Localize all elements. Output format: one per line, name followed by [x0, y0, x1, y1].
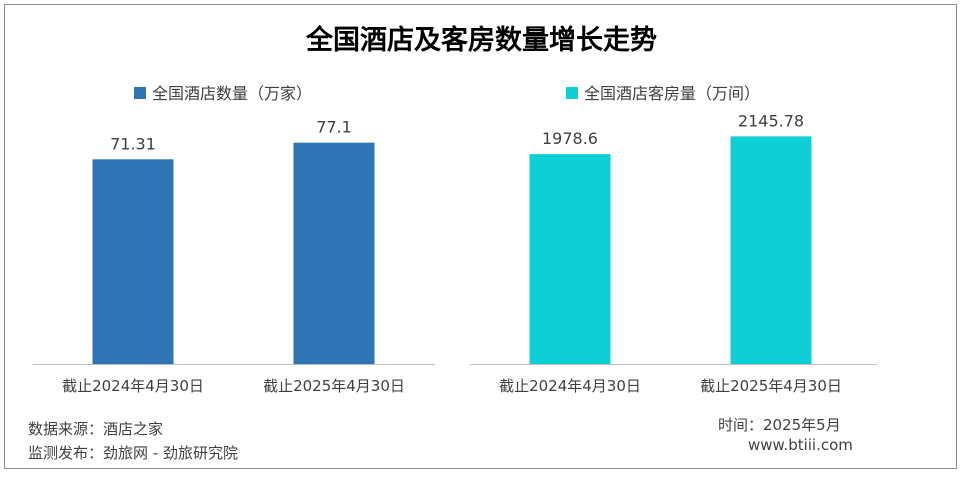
bar [529, 154, 611, 364]
publisher-note: 监测发布：劲旅网 - 劲旅研究院 [28, 444, 238, 462]
bar [92, 159, 174, 364]
bar [293, 142, 375, 364]
legend-swatch [134, 87, 146, 99]
data-label: 71.31 [110, 134, 156, 153]
x-tick-label: 截止2025年4月30日 [700, 377, 842, 395]
source-note: 数据来源：酒店之家 [28, 420, 164, 438]
legend-label: 全国酒店数量（万家） [152, 84, 312, 103]
data-label: 77.1 [316, 118, 352, 137]
legend-swatch [566, 87, 578, 99]
legend-label: 全国酒店客房量（万间） [584, 84, 760, 103]
x-tick-label: 截止2024年4月30日 [62, 377, 204, 395]
data-label: 1978.6 [542, 129, 598, 148]
website-note: www.btiii.com [748, 436, 853, 454]
x-tick-label: 截止2024年4月30日 [499, 377, 641, 395]
data-label: 2145.78 [738, 111, 804, 130]
time-note: 时间：2025年5月 [718, 416, 841, 434]
chart-title: 全国酒店及客房数量增长走势 [306, 25, 657, 56]
x-tick-label: 截止2025年4月30日 [263, 377, 405, 395]
bar [730, 136, 812, 364]
